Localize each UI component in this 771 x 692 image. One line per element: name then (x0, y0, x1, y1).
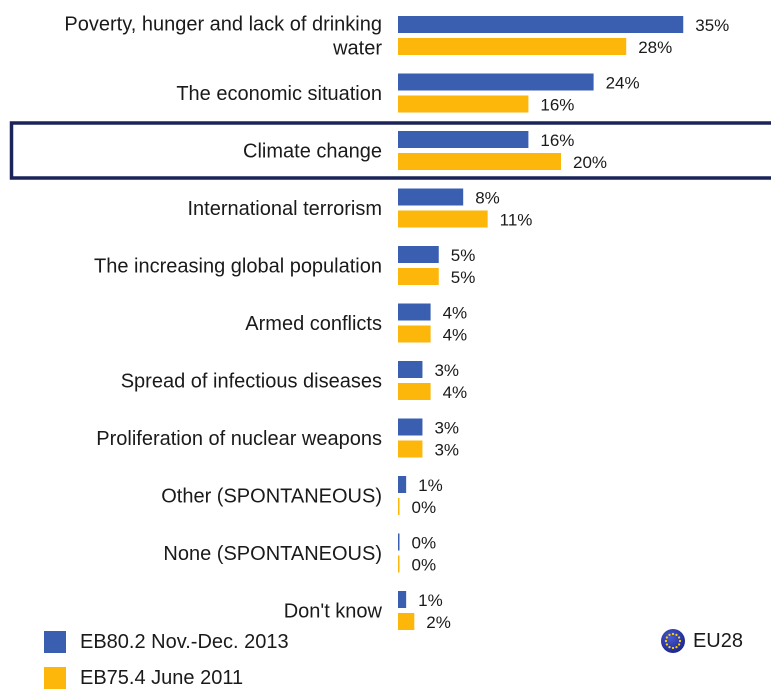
category-label: The increasing global population (94, 256, 382, 278)
value-label-2013: 35% (695, 16, 729, 35)
value-label-2011: 28% (638, 38, 672, 57)
category-label: Don't know (284, 601, 383, 623)
value-label-2013: 4% (443, 304, 468, 323)
bar-2013 (398, 533, 400, 551)
value-label-2011: 0% (412, 556, 437, 575)
bar-2011 (398, 325, 431, 343)
value-label-2011: 4% (443, 383, 468, 402)
value-label-2013: 1% (418, 476, 443, 495)
bar-2011 (398, 153, 561, 170)
category-label: Poverty, hunger and lack of drinking (64, 14, 382, 36)
bar-chart: Poverty, hunger and lack of drinkingwate… (9, 14, 771, 630)
bar-2013 (398, 246, 439, 263)
value-label-2013: 0% (412, 534, 437, 553)
region-indicator: EU28 (660, 628, 743, 654)
bar-2013 (398, 73, 594, 91)
value-label-2013: 24% (606, 74, 640, 93)
bar-2013 (398, 476, 407, 493)
category-label: water (332, 38, 382, 60)
legend-swatch-2013 (44, 631, 66, 653)
category-label: International terrorism (187, 198, 382, 220)
bar-2013 (398, 591, 407, 608)
value-label-2011: 4% (443, 326, 468, 345)
category-label: Climate change (243, 141, 382, 163)
legend-label-2013: EB80.2 Nov.-Dec. 2013 (80, 630, 289, 653)
bar-2013 (398, 16, 684, 33)
value-label-2011: 11% (500, 211, 533, 230)
value-label-2013: 5% (451, 246, 476, 265)
value-label-2013: 8% (475, 189, 500, 208)
region-label: EU28 (692, 629, 743, 652)
bar-2011 (398, 210, 488, 228)
value-label-2011: 16% (540, 96, 574, 115)
highlight-frame (9, 121, 771, 180)
category-label: None (SPONTANEOUS) (163, 543, 382, 565)
value-label-2013: 16% (540, 131, 574, 150)
category-label: Other (SPONTANEOUS) (161, 486, 382, 508)
legend-item-2013: EB80.2 Nov.-Dec. 2013 (44, 630, 289, 654)
bar-2013 (398, 188, 464, 206)
legend-label-2011: EB75.4 June 2011 (80, 666, 244, 689)
bar-2011 (398, 38, 627, 55)
category-label: The economic situation (176, 83, 382, 105)
bar-2011 (398, 613, 415, 630)
bar-2011 (398, 268, 439, 285)
legend-swatch-2011 (44, 667, 66, 689)
bar-2013 (398, 361, 423, 378)
bar-2011 (398, 440, 423, 458)
value-label-2011: 20% (573, 153, 607, 172)
bar-2011 (398, 383, 431, 400)
value-label-2013: 3% (434, 361, 459, 380)
value-label-2011: 0% (412, 498, 437, 517)
value-label-2011: 5% (451, 268, 476, 287)
bar-2011 (398, 555, 400, 573)
bar-2011 (398, 95, 529, 113)
category-label: Proliferation of nuclear weapons (96, 428, 382, 450)
bar-2013 (398, 131, 529, 148)
legend-item-2011: EB75.4 June 2011 (44, 666, 243, 690)
value-label-2011: 2% (426, 613, 451, 630)
category-label: Spread of infectious diseases (121, 371, 382, 393)
value-label-2013: 1% (418, 591, 443, 610)
bar-2013 (398, 418, 423, 436)
eu-flag-icon (660, 629, 685, 653)
category-label: Armed conflicts (245, 313, 382, 335)
value-label-2011: 3% (434, 441, 459, 460)
bar-2013 (398, 303, 431, 321)
bar-2011 (398, 498, 400, 515)
value-label-2013: 3% (434, 419, 459, 438)
